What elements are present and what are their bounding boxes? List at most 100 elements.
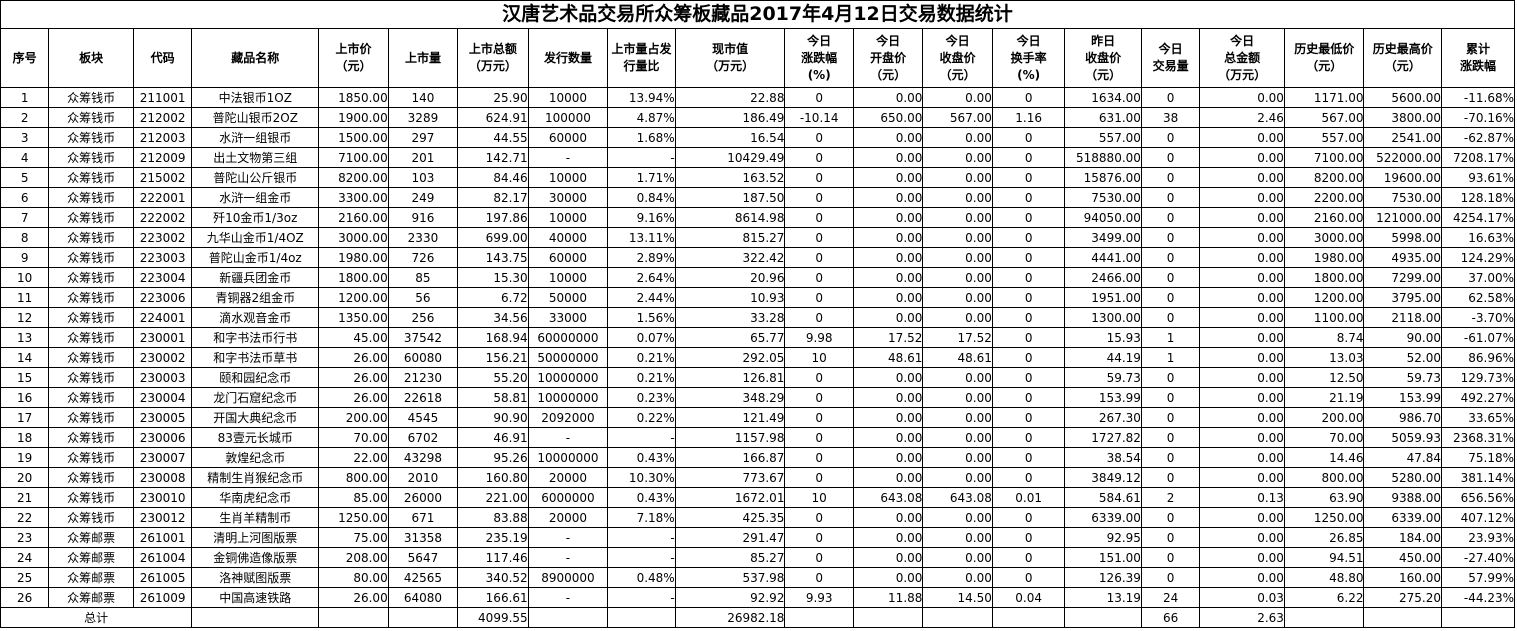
cell-issue-quantity: - — [527, 427, 609, 448]
header-trade-volume: 今日 交易量 — [1140, 28, 1201, 88]
cell-open-price: 643.08 — [852, 487, 924, 508]
cell-turnover-rate: 0 — [991, 567, 1066, 588]
cell-change-pct: 0 — [784, 547, 854, 568]
cell-open-price: 0.00 — [852, 187, 924, 208]
cell-market-value: 815.27 — [674, 227, 786, 248]
header-listing-total: 上市总额 （万元） — [457, 28, 529, 88]
cell-listing-volume: 22618 — [387, 387, 459, 408]
cell-trade-amount: 0.00 — [1199, 507, 1285, 528]
cell-sector: 众筹邮票 — [48, 547, 134, 568]
cell-listing-price: 75.00 — [318, 527, 389, 548]
cell-close-price: 0.00 — [922, 227, 993, 248]
cell-listing-volume: 2330 — [387, 227, 459, 248]
cell-cumulative-change: 62.58% — [1441, 287, 1515, 308]
cell-listing-price: 85.00 — [318, 487, 389, 508]
cell-change-pct: 9.93 — [784, 587, 854, 608]
cell-trade-volume: 0 — [1140, 87, 1201, 108]
cell-trade-volume: 0 — [1140, 287, 1201, 308]
cell-trade-amount: 2.46 — [1199, 107, 1285, 128]
header-open-price: 今日 开盘价 （元） — [852, 28, 924, 88]
cell-trade-volume: 0 — [1140, 127, 1201, 148]
cell-trade-volume: 0 — [1140, 147, 1201, 168]
cell-listing-ratio: 2.64% — [607, 267, 676, 288]
cell-listing-price: 45.00 — [318, 327, 389, 348]
cell-trade-amount: 0.00 — [1199, 347, 1285, 368]
table-row: 26 众筹邮票 261009 中国高速铁路 26.00 64080 166.61- -92.9… — [0, 587, 1515, 608]
cell-market-value: 348.29 — [674, 387, 786, 408]
cell-market-value: 292.05 — [674, 347, 786, 368]
cell-open-price: 0.00 — [852, 507, 924, 528]
table-row: 23 众筹邮票 261001 清明上河图版票 75.00 31358 235.19- -291… — [0, 527, 1515, 548]
cell-sector: 众筹钱币 — [48, 347, 134, 368]
cell-turnover-rate: 0.01 — [991, 487, 1066, 508]
cell-historic-low: 1250.00 — [1283, 507, 1365, 528]
header-issue-quantity: 发行数量 — [527, 28, 609, 88]
cell-change-pct: 0 — [784, 267, 854, 288]
cell-listing-price: 26.00 — [318, 347, 389, 368]
header-item-name: 藏品名称 — [191, 28, 320, 88]
cell-close-price: 0.00 — [922, 427, 993, 448]
table-row: 21 众筹钱币 230010 华南虎纪念币 85.00 26000 221.00 600000… — [0, 487, 1515, 508]
cell-prev-close: 153.99 — [1064, 387, 1142, 408]
cell-listing-price: 26.00 — [318, 387, 389, 408]
cell-issue-quantity: 10000 — [527, 87, 609, 108]
cell-listing-volume: 297 — [387, 127, 459, 148]
cell-cumulative-change: -11.68% — [1441, 87, 1515, 108]
cell-open-price: 0.00 — [852, 207, 924, 228]
cell-open-price: 0.00 — [852, 247, 924, 268]
cell-close-price: 0.00 — [922, 407, 993, 428]
cell-listing-ratio: 9.16% — [607, 207, 676, 228]
cell-prev-close: 1300.00 — [1064, 307, 1142, 328]
cell-item-name: 洛神赋图版票 — [191, 567, 320, 588]
cell-change-pct: 0 — [784, 527, 854, 548]
cell-listing-total: 235.19 — [457, 527, 529, 548]
cell-cumulative-change: 2368.31% — [1441, 427, 1515, 448]
cell-historic-high: 19600.00 — [1363, 167, 1443, 188]
cell-code: 261009 — [132, 587, 193, 608]
cell-prev-close: 4441.00 — [1064, 247, 1142, 268]
cell-close-price: 0.00 — [922, 287, 993, 308]
cell-trade-volume: 0 — [1140, 427, 1201, 448]
cell-open-price: 0.00 — [852, 407, 924, 428]
cell-open-price: 0.00 — [852, 307, 924, 328]
cell-market-value: 537.98 — [674, 567, 786, 588]
cell-listing-ratio: 13.94% — [607, 87, 676, 108]
cell-seq: 6 — [0, 187, 50, 208]
cell-seq: 23 — [0, 527, 50, 548]
cell-prev-close: 631.00 — [1064, 107, 1142, 128]
cell-prev-close: 7530.00 — [1064, 187, 1142, 208]
cell-turnover-rate: 0 — [991, 167, 1066, 188]
cell-turnover-rate: 0 — [991, 527, 1066, 548]
total-market-value: 26982.18 — [674, 607, 786, 628]
cell-historic-low: 21.19 — [1283, 387, 1365, 408]
total-volume: 66 — [1140, 607, 1201, 628]
cell-historic-high: 522000.00 — [1363, 147, 1443, 168]
cell-prev-close: 15.93 — [1064, 327, 1142, 348]
cell-trade-amount: 0.00 — [1199, 87, 1285, 108]
cell-trade-volume: 0 — [1140, 207, 1201, 228]
cell-close-price: 0.00 — [922, 527, 993, 548]
cell-change-pct: 10 — [784, 347, 854, 368]
cell-code: 230012 — [132, 507, 193, 528]
cell-change-pct: 0 — [784, 387, 854, 408]
cell-listing-ratio: 1.68% — [607, 127, 676, 148]
cell-listing-ratio: 0.48% — [607, 567, 676, 588]
cell-historic-high: 6339.00 — [1363, 507, 1443, 528]
cell-issue-quantity: 50000 — [527, 287, 609, 308]
cell-open-price: 0.00 — [852, 87, 924, 108]
cell-listing-price: 1800.00 — [318, 267, 389, 288]
cell-open-price: 48.61 — [852, 347, 924, 368]
cell-issue-quantity: 10000000 — [527, 367, 609, 388]
cell-listing-ratio: - — [607, 587, 676, 608]
cell-historic-low: 7100.00 — [1283, 147, 1365, 168]
cell-cumulative-change: 33.65% — [1441, 407, 1515, 428]
cell-listing-total: 221.00 — [457, 487, 529, 508]
table-row: 12 众筹钱币 224001 滴水观音金币 1350.00 256 34.56 33000 1.… — [0, 307, 1515, 328]
cell-listing-total: 15.30 — [457, 267, 529, 288]
cell-prev-close: 267.30 — [1064, 407, 1142, 428]
cell-close-price: 0.00 — [922, 467, 993, 488]
cell-sector: 众筹钱币 — [48, 207, 134, 228]
cell-cumulative-change: 381.14% — [1441, 467, 1515, 488]
cell-trade-amount: 0.00 — [1199, 427, 1285, 448]
cell-code: 222001 — [132, 187, 193, 208]
